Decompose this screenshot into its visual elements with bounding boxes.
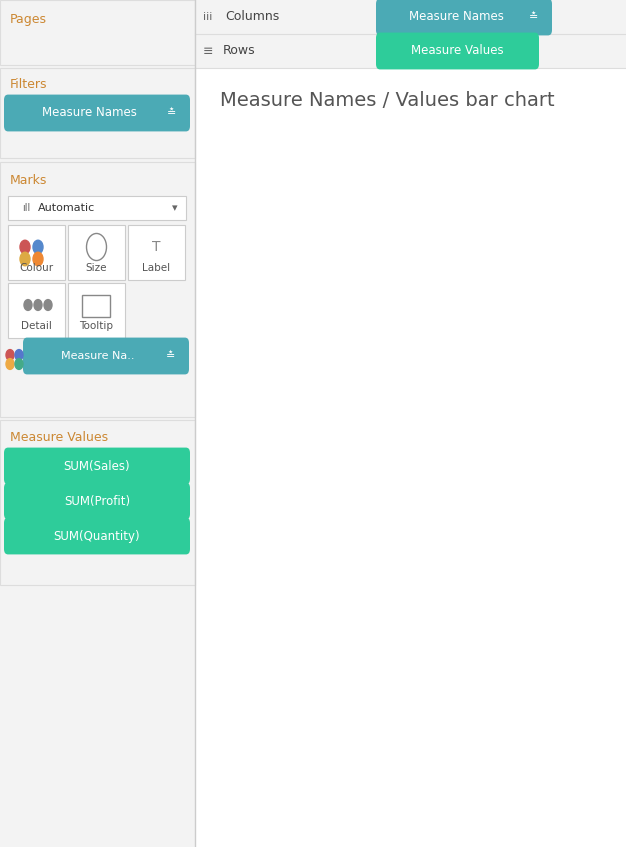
Text: T: T bbox=[151, 240, 160, 254]
Text: Measure Names: Measure Names bbox=[41, 107, 136, 119]
Text: Measure Na..: Measure Na.. bbox=[61, 351, 135, 361]
Text: Size: Size bbox=[85, 263, 107, 273]
Text: Pages: Pages bbox=[10, 14, 47, 26]
Text: ▾: ▾ bbox=[172, 203, 178, 213]
Text: SUM(Profit): SUM(Profit) bbox=[64, 495, 130, 507]
Text: ≛: ≛ bbox=[167, 108, 177, 118]
Text: Measure Names: Measure Names bbox=[409, 10, 503, 24]
Text: ≡: ≡ bbox=[203, 45, 213, 58]
Bar bbox=[524, 815, 580, 825]
Text: Marks: Marks bbox=[10, 174, 48, 186]
Text: ≛: ≛ bbox=[530, 12, 539, 22]
Text: ≛: ≛ bbox=[167, 351, 176, 361]
Text: Tooltip: Tooltip bbox=[79, 321, 113, 331]
Text: iii: iii bbox=[203, 12, 212, 22]
Text: Automatic: Automatic bbox=[38, 203, 95, 213]
Text: Detail: Detail bbox=[21, 321, 51, 331]
Text: Filters: Filters bbox=[10, 79, 48, 91]
Text: Rows: Rows bbox=[223, 45, 255, 58]
Text: Measure Values: Measure Values bbox=[411, 45, 504, 58]
Text: Label: Label bbox=[142, 263, 170, 273]
Text: Colour: Colour bbox=[19, 263, 53, 273]
Text: Measure Names / Values bar chart: Measure Names / Values bar chart bbox=[220, 91, 555, 109]
Y-axis label: Value: Value bbox=[203, 458, 217, 492]
Bar bbox=[414, 745, 469, 825]
Text: SUM(Quantity): SUM(Quantity) bbox=[54, 529, 140, 542]
Text: Measure Values: Measure Values bbox=[10, 430, 108, 444]
Bar bbox=[304, 182, 359, 825]
Text: SUM(Sales): SUM(Sales) bbox=[64, 460, 130, 473]
Text: ıll: ıll bbox=[22, 203, 30, 213]
Text: Columns: Columns bbox=[225, 10, 279, 24]
